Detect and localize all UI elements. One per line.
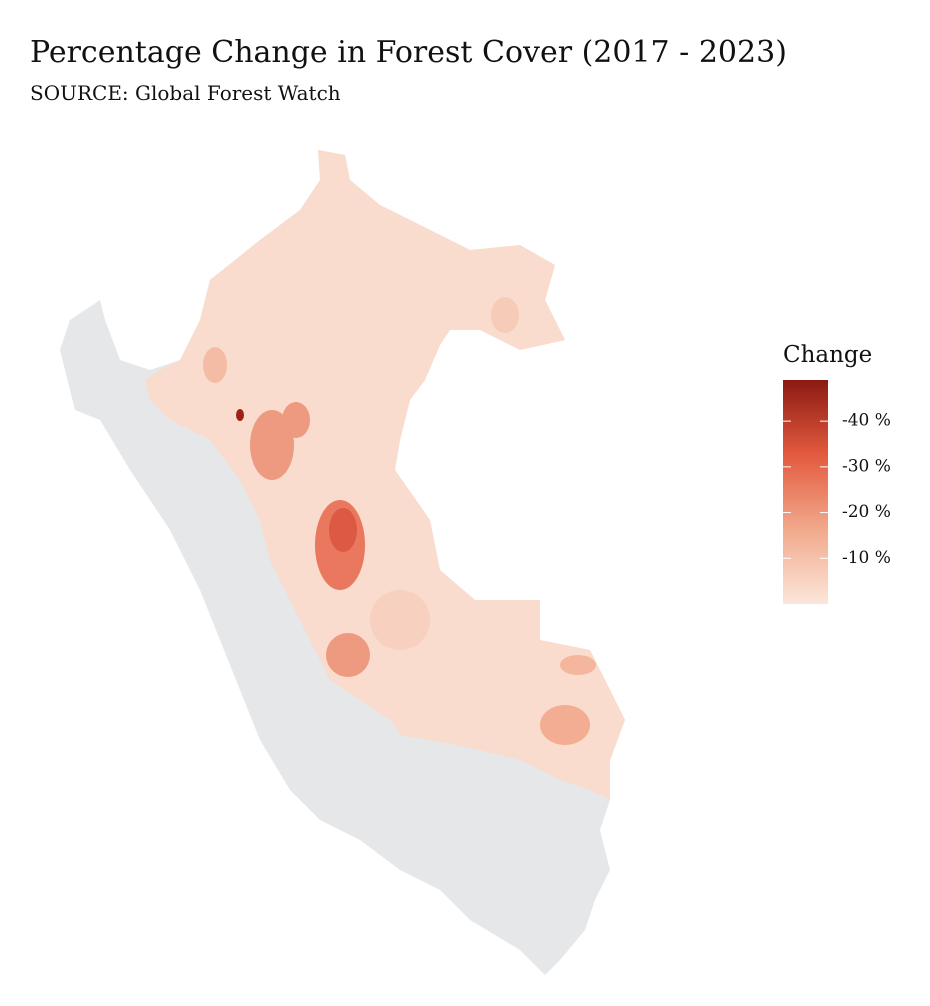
tick-label: -30 % [842,456,891,476]
region-shape [491,297,519,333]
region-shape [370,590,430,650]
map [60,150,625,975]
chart-title: Percentage Change in Forest Cover (2017 … [30,35,787,70]
legend: -40 % -30 % -20 % -10 % [783,380,891,604]
region-shape [540,705,590,745]
region-shape [326,633,370,677]
colorbar [783,380,828,604]
tick-label: -40 % [842,411,891,431]
region-shape [236,409,244,421]
region-shape [250,410,294,480]
region-shape [203,347,227,383]
region-shape [560,655,596,675]
legend-title: Change [783,342,872,368]
chart-subtitle: SOURCE: Global Forest Watch [30,81,341,105]
tick-label: -10 % [842,548,891,568]
region-shape [329,508,357,552]
region-shape [282,402,310,438]
tick-label: -20 % [842,502,891,522]
hotspots [203,297,596,745]
